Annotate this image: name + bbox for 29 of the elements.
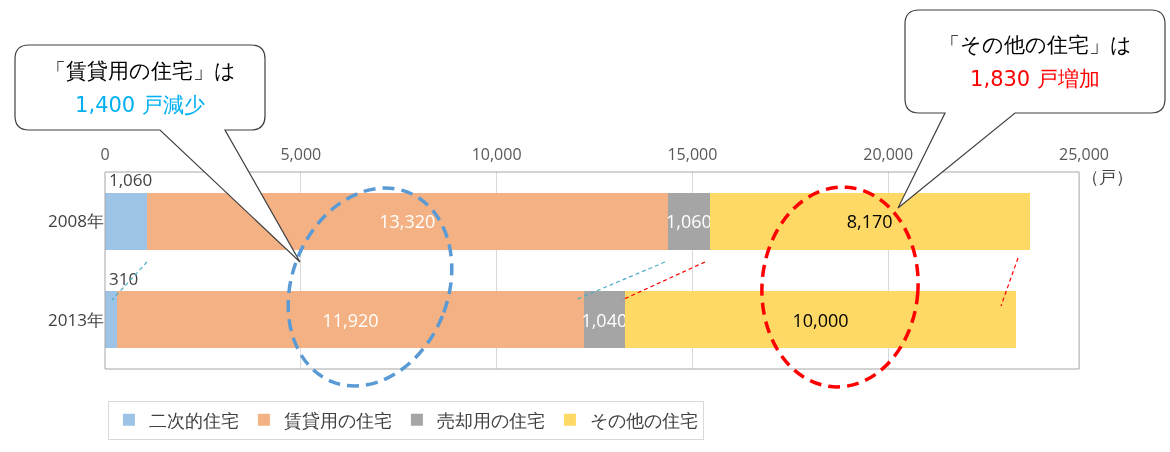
- x-tick-label: 0: [100, 142, 110, 165]
- x-tick-label: 25,000: [1059, 142, 1109, 165]
- text: 1,830 戸増加: [969, 65, 1101, 93]
- bar: [709, 192, 1030, 250]
- data-label: 1,060: [109, 168, 153, 191]
- bar: [624, 291, 1017, 349]
- x-tick-label: 5,000: [280, 142, 322, 165]
- y-tick-label: 2013年: [48, 307, 104, 331]
- data-label: 13,320: [379, 209, 436, 234]
- legend-label: その他の住宅: [589, 407, 698, 432]
- data-label: 10,000: [792, 307, 849, 332]
- data-label: 310: [109, 267, 139, 290]
- data-label: 11,920: [322, 307, 379, 332]
- text: 「その他の住宅」は: [937, 31, 1133, 59]
- bar: [105, 192, 147, 250]
- x-tick-label: 10,000: [471, 142, 522, 165]
- legend-label: 賃貸用の住宅: [283, 407, 392, 432]
- data-label: 1,060: [665, 209, 712, 234]
- legend-label: 二次的住宅: [148, 407, 239, 432]
- text: 「賃貸用の住宅」は: [43, 57, 237, 85]
- x-tick-label: 20,000: [863, 142, 914, 165]
- bar: [146, 192, 669, 250]
- bar: [117, 291, 584, 349]
- legend-label: 売却用の住宅: [436, 407, 545, 432]
- data-label: 8,170: [846, 209, 893, 234]
- text: 1,400 戸減少: [74, 91, 206, 119]
- x-tick-label: 15,000: [667, 142, 718, 165]
- x-axis-title: （戸）: [1082, 166, 1133, 189]
- y-tick-label: 2008年: [48, 209, 104, 233]
